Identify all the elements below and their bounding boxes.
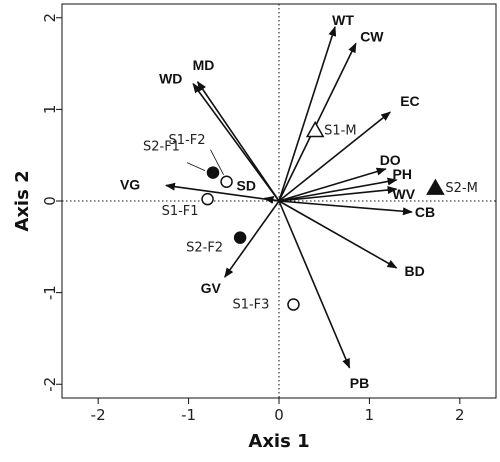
vector-do	[278, 167, 387, 202]
leader-line-s1-f2	[210, 149, 224, 175]
vector-label-sd: SD	[237, 177, 256, 193]
x-tick-label: 2	[455, 406, 465, 424]
site-s1-f1-marker	[201, 192, 214, 206]
site-s1-f2-label: S1-F2	[169, 133, 206, 148]
vector-label-cw: CW	[360, 28, 384, 44]
x-tick-label: -1	[181, 406, 196, 424]
y-tick-label: 1	[41, 105, 59, 115]
vector-ec	[278, 111, 391, 202]
vector-label-wv: WV	[393, 186, 416, 202]
vector-label-pb: PB	[350, 375, 369, 391]
vector-label-cb: CB	[415, 204, 435, 220]
vector-wv	[278, 186, 398, 202]
y-axis-title: Axis 2	[12, 170, 33, 231]
vector-ph	[278, 177, 398, 202]
site-s1-m-marker	[305, 120, 325, 138]
vector-md	[196, 81, 280, 202]
site-s1-m-label: S1-M	[324, 123, 356, 138]
axis-ticks: -2 -1 0 1 2 -2 -1 0 1 2	[41, 13, 465, 424]
vector-label-md: MD	[193, 57, 215, 73]
x-tick-label: 0	[274, 406, 284, 424]
vector-cb	[278, 200, 413, 216]
site-s2-f2-marker	[233, 231, 247, 244]
y-tick-label: 0	[41, 196, 59, 206]
vector-vg	[164, 182, 280, 202]
vector-label-bd: BD	[405, 263, 425, 279]
vector-label-wt: WT	[332, 12, 354, 28]
site-s1-f2-marker	[220, 175, 233, 189]
site-s2-m-label: S2-M	[445, 181, 477, 196]
site-s1-f1-label: S1-F1	[162, 204, 199, 219]
vector-pb	[278, 200, 351, 369]
vector-label-gv: GV	[201, 280, 222, 296]
vector-wt	[278, 25, 337, 202]
site-s1-f3-marker	[287, 298, 300, 311]
y-tick-label: 2	[41, 13, 59, 23]
x-tick-label: -2	[91, 406, 106, 424]
vector-bd	[278, 200, 398, 269]
vector-label-wd: WD	[159, 71, 182, 87]
site-s1-f3-label: S1-F3	[232, 298, 269, 313]
y-tick-label: -1	[41, 285, 59, 300]
vector-cw	[278, 42, 357, 202]
leader-line-s2-f1	[186, 162, 206, 171]
vector-label-vg: VG	[120, 176, 140, 192]
vector-label-ph: PH	[393, 166, 412, 182]
site-s2-f1-label: S2-F1	[143, 140, 180, 155]
site-s2-f1-marker	[206, 166, 220, 179]
site-s2-m-marker	[426, 178, 445, 195]
vector-gv	[224, 200, 280, 278]
site-s2-f2-label: S2-F2	[186, 241, 223, 256]
x-tick-label: 1	[365, 406, 375, 424]
vector-label-do: DO	[380, 152, 401, 168]
vector-label-ec: EC	[400, 93, 419, 109]
y-tick-label: -2	[41, 377, 59, 392]
x-axis-title: Axis 1	[248, 431, 309, 452]
